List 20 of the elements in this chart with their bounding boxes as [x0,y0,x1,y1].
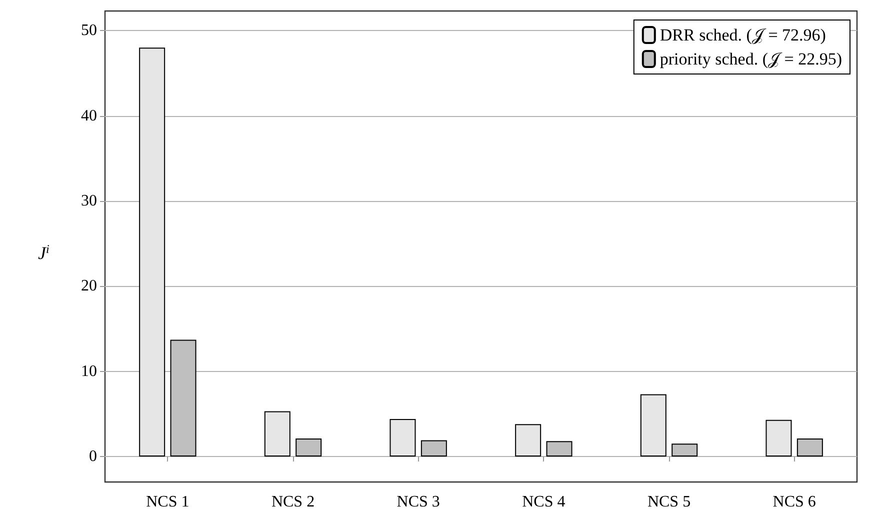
x-tick-label: NCS 6 [772,494,816,510]
y-tick-label: 40 [81,107,97,124]
y-tick-label: 0 [89,448,97,465]
y-tick-label: 10 [81,362,97,380]
bar [139,48,166,456]
bar [390,418,416,456]
bar [640,394,666,456]
legend-label: DRR sched. (𝒥 = 72.96) [660,26,826,44]
bar [766,420,792,456]
x-tick-label: NCS 4 [522,494,566,510]
x-tick-label: NCS 2 [271,494,315,510]
y-tick-label: 20 [81,278,97,295]
x-tick-label: NCS 5 [647,494,691,510]
bar [515,424,542,456]
legend-label: priority sched. (𝒥 = 22.95) [660,50,842,68]
x-tick-label: NCS 3 [396,494,440,510]
x-tick-label: NCS 1 [146,494,190,510]
y-tick-label: 50 [81,22,97,40]
y-tick-label: 30 [81,192,97,210]
bar [264,411,290,456]
